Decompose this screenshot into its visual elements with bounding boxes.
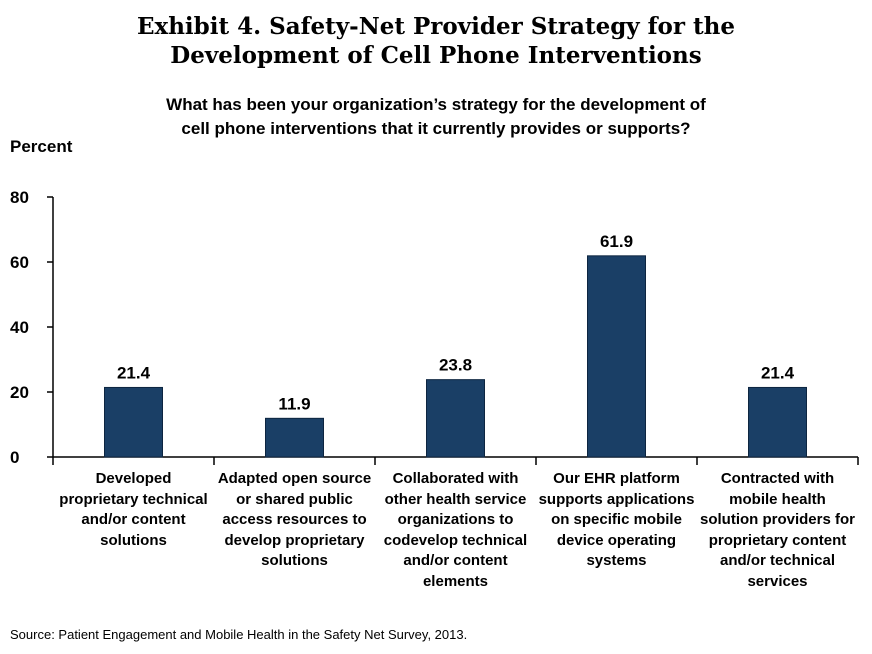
x-category-label-line: device operating [556, 531, 677, 549]
x-category-label-line: proprietary content [708, 531, 847, 549]
y-tick-label: 0 [10, 448, 19, 467]
x-category-label-line: develop proprietary [224, 531, 365, 549]
bar-value-label: 61.9 [600, 232, 633, 251]
x-category-label-line: or shared public [236, 490, 353, 508]
chart-title: Exhibit 4. Safety-Net Provider Strategy … [0, 12, 872, 70]
y-tick-label: 80 [10, 188, 29, 207]
chart-title-line-2: Development of Cell Phone Interventions [170, 42, 702, 69]
x-category-label-line: and/or content [403, 552, 508, 569]
x-category-label: Developed proprietary technical and/or con… [54, 469, 214, 551]
bar-value-label: 11.9 [278, 394, 310, 413]
bar [104, 386, 163, 458]
x-category-label-line: on specific mobile [551, 511, 682, 528]
x-category-label-line: solution providers for [699, 511, 855, 528]
chart-subtitle-line-2: cell phone interventions that it current… [181, 119, 691, 138]
source-note: Source: Patient Engagement and Mobile He… [10, 627, 468, 642]
chart-title-line-1: Exhibit 4. Safety-Net Provider Strategy … [136, 13, 736, 40]
bar-value-label: 21.4 [761, 363, 795, 382]
x-category-label-line: access resources to [222, 511, 367, 528]
chart-subtitle-line-1: What has been your organization’s strate… [166, 95, 706, 114]
bar-value-label: 21.4 [117, 363, 151, 382]
x-category-label: Adapted open source or shared public acces… [215, 469, 375, 572]
bar [265, 417, 324, 458]
x-category-label-line: Developed [95, 470, 172, 487]
bar [587, 255, 646, 458]
x-category-label-line: codevelop technical [383, 531, 528, 549]
y-axis-label: Percent [10, 137, 73, 156]
bar-value-label: 23.8 [439, 356, 472, 375]
x-category-label-line: Collaborated with [392, 470, 519, 487]
bar [748, 386, 807, 458]
x-category-label-line: solutions [100, 531, 167, 549]
x-category-label-line: and/or technical [719, 552, 836, 569]
x-category-label-line: services [747, 572, 808, 590]
x-category-label-line: other health service [384, 490, 527, 508]
x-category-label-line: mobile health [729, 490, 826, 508]
x-category-label: Contracted with mobile health solution pro… [698, 469, 858, 592]
x-category-label-line: Our EHR platform [553, 470, 680, 487]
x-category-label-line: solutions [261, 552, 328, 569]
bar [426, 379, 485, 458]
y-tick-label: 60 [10, 253, 29, 272]
x-category-label-line: elements [422, 572, 489, 590]
x-category-label-line: Contracted with [720, 470, 835, 487]
x-category-label-line: organizations to [397, 511, 514, 528]
x-category-label: Our EHR platform supports applications on … [537, 469, 697, 572]
x-category-label-line: systems [586, 552, 647, 569]
x-category-label-line: supports applications [538, 490, 695, 508]
y-tick-label: 40 [10, 318, 29, 337]
x-category-label: Collaborated with other health service org… [376, 469, 536, 592]
chart-subtitle: What has been your organization’s strate… [0, 93, 872, 141]
x-category-label-line: proprietary technical [59, 490, 208, 508]
x-category-label-line: and/or content [81, 511, 186, 528]
y-tick-label: 20 [10, 383, 29, 402]
x-category-label-line: Adapted open source [217, 470, 372, 487]
